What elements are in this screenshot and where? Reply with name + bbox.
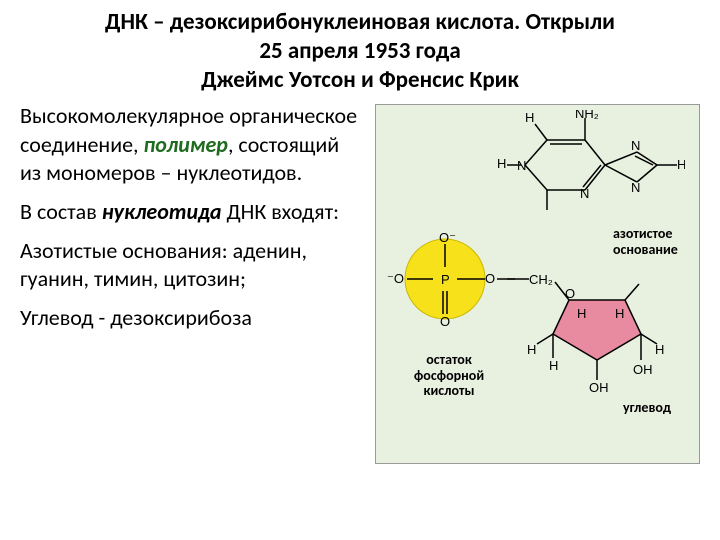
paragraph-2: В состав нуклеотида ДНК входят: [20, 198, 365, 227]
sugar-structure-icon: CH₂ O H OH OH H H H H [507, 262, 667, 402]
p2-nucleotide: нуклеотида [102, 198, 222, 225]
svg-text:H: H [497, 156, 506, 171]
svg-text:H: H [655, 342, 664, 357]
label-base: азотистое основание [613, 226, 693, 257]
title-line-2: 25 апреля 1953 года [20, 37, 700, 66]
svg-text:N: N [631, 180, 640, 195]
p2-text-b: ДНК входят: [221, 198, 339, 225]
label-phosphate: остаток фосфорной кислоты [399, 352, 499, 398]
paragraph-4: Углевод - дезоксирибоза [20, 304, 365, 333]
svg-text:OH: OH [589, 380, 609, 395]
svg-text:H: H [677, 157, 685, 172]
svg-text:O: O [485, 271, 495, 286]
title-line-3: Джеймс Уотсон и Френсис Крик [20, 66, 700, 95]
svg-text:N: N [631, 138, 640, 153]
svg-text:O: O [565, 286, 575, 301]
p1-polymer: полимер [144, 131, 228, 158]
text-column: Высокомолекулярное органическое соединен… [20, 102, 365, 342]
diagram-column: N N N N H NH₂ H H P O⁻ O ⁻O [365, 102, 708, 342]
title-line-1: ДНК – дезоксирибонуклеиновая кислота. От… [20, 8, 700, 37]
svg-text:OH: OH [633, 362, 653, 377]
p2-text-a: В состав [20, 198, 102, 225]
svg-text:O: O [440, 314, 450, 329]
content-area: Высокомолекулярное органическое соединен… [0, 98, 720, 342]
label-sugar: углевод [623, 400, 671, 415]
phosphate-structure-icon: P O⁻ O ⁻O O [385, 224, 515, 334]
svg-text:P: P [441, 272, 450, 287]
svg-text:NH₂: NH₂ [575, 110, 599, 121]
svg-text:H: H [615, 306, 624, 321]
paragraph-3: Азотистые основания: аденин, гуанин, тим… [20, 237, 365, 294]
svg-text:H: H [577, 306, 586, 321]
slide-title: ДНК – дезоксирибонуклеиновая кислота. От… [0, 0, 720, 98]
paragraph-1: Высокомолекулярное органическое соединен… [20, 102, 365, 188]
svg-text:O⁻: O⁻ [439, 230, 456, 245]
svg-text:H: H [525, 110, 534, 125]
svg-text:H: H [549, 358, 558, 373]
svg-text:H: H [527, 342, 536, 357]
svg-text:N: N [580, 186, 589, 201]
svg-text:CH₂: CH₂ [529, 272, 553, 287]
base-structure-icon: N N N N H NH₂ H H [485, 110, 685, 220]
svg-text:⁻O: ⁻O [387, 271, 404, 286]
